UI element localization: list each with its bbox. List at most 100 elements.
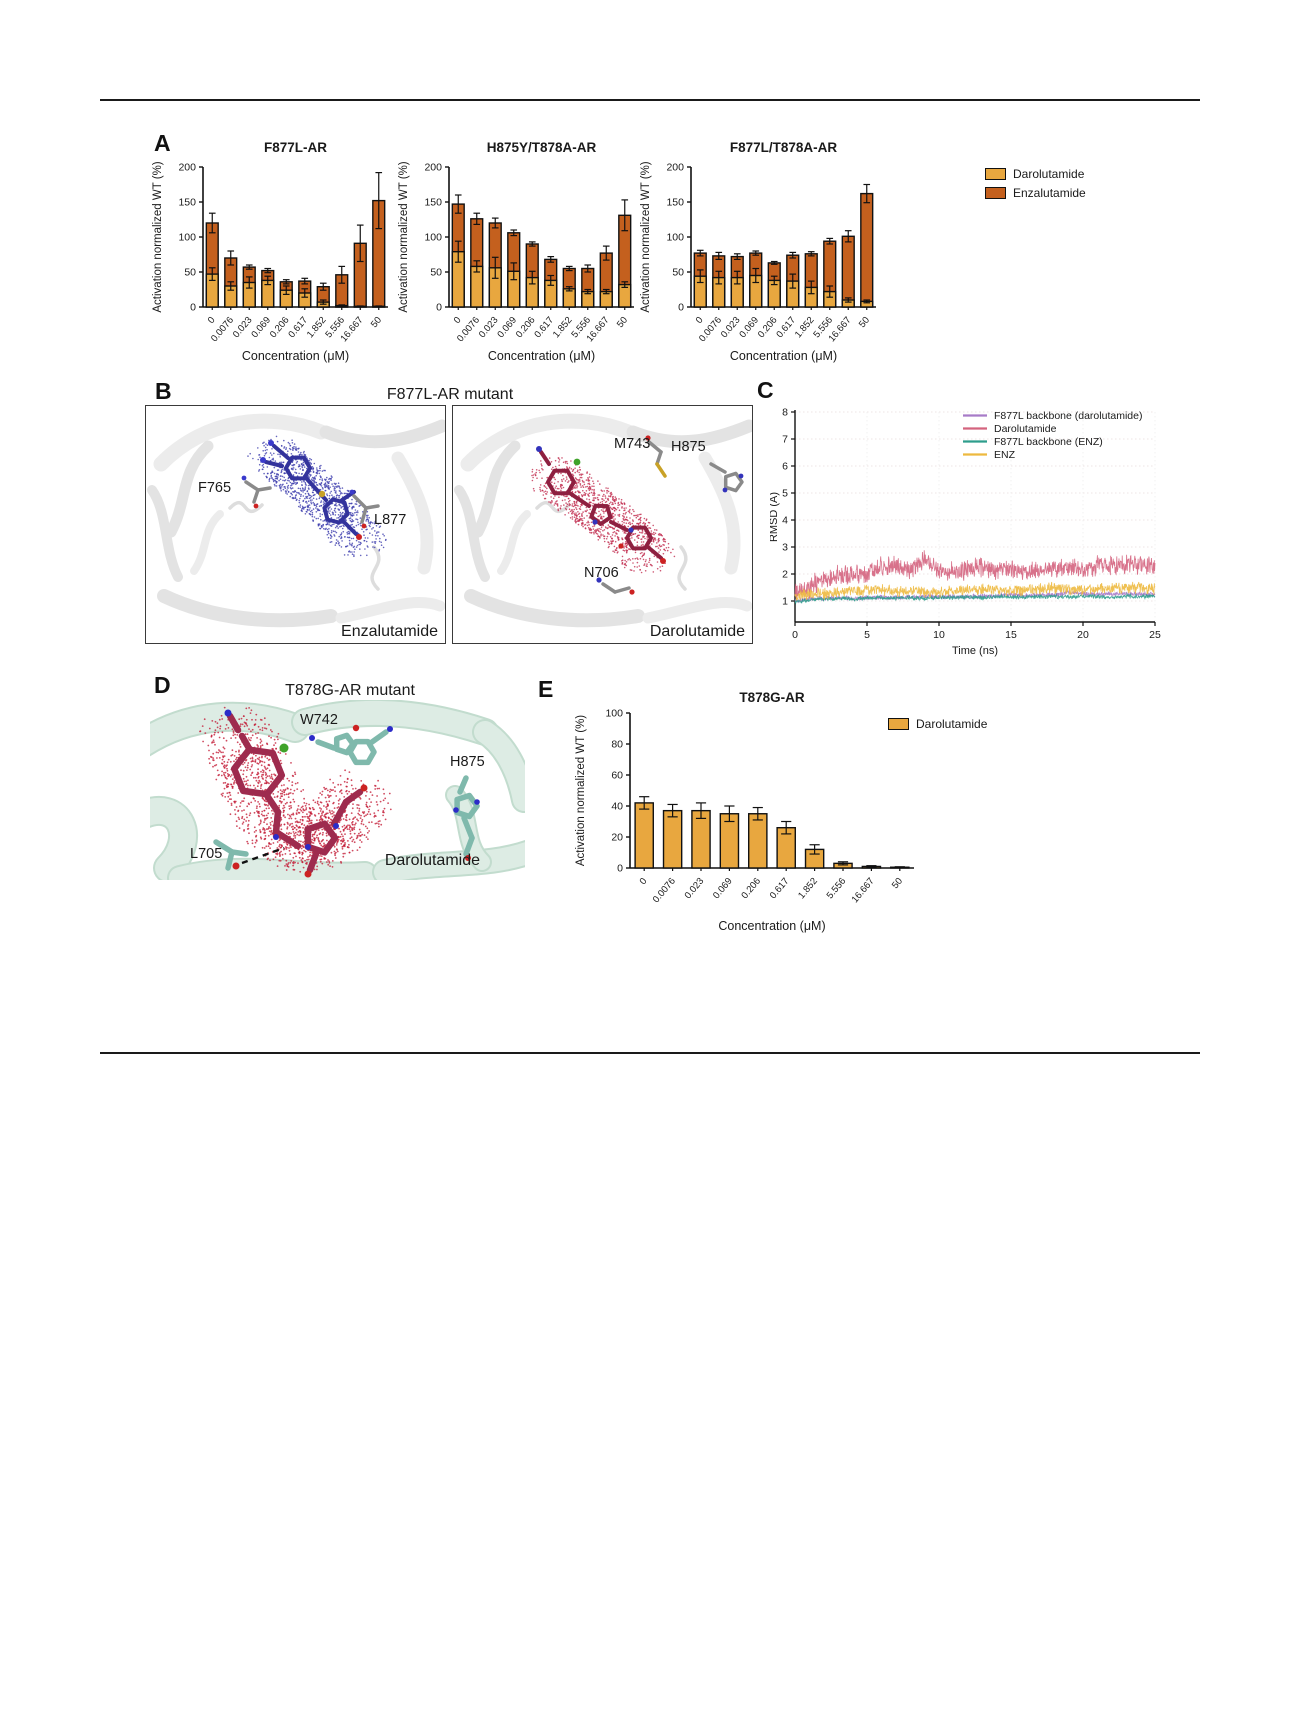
svg-text:200: 200: [178, 162, 196, 174]
svg-text:Concentration (μM): Concentration (μM): [488, 349, 595, 363]
svg-text:Activation normalized WT (%): Activation normalized WT (%): [575, 715, 587, 866]
svg-text:F765: F765: [198, 480, 231, 496]
svg-text:1.852: 1.852: [796, 876, 820, 901]
svg-text:4: 4: [782, 515, 788, 527]
svg-text:80: 80: [611, 739, 623, 751]
svg-text:Time (ns): Time (ns): [952, 645, 998, 657]
darolutamide-legend-label-e: Darolutamide: [916, 716, 988, 731]
svg-text:20: 20: [611, 832, 623, 844]
legend-row-darolutamide-e: Darolutamide: [888, 714, 987, 733]
svg-text:Darolutamide: Darolutamide: [650, 623, 745, 640]
darolutamide-swatch-e: [888, 717, 909, 730]
panel-b-left-box: F765 L877 Enzalutamide: [145, 405, 449, 644]
svg-text:0.206: 0.206: [756, 315, 780, 340]
svg-text:H875: H875: [450, 754, 485, 770]
svg-text:L705: L705: [190, 846, 222, 862]
svg-text:T878G-AR: T878G-AR: [739, 690, 805, 705]
svg-text:0: 0: [792, 629, 798, 641]
panel-c-label: C: [757, 377, 774, 403]
svg-text:60: 60: [611, 770, 623, 782]
svg-text:0.206: 0.206: [268, 315, 292, 340]
svg-text:0.069: 0.069: [249, 315, 273, 340]
svg-text:0: 0: [678, 302, 684, 314]
svg-text:0.069: 0.069: [737, 315, 761, 340]
svg-text:3: 3: [782, 542, 788, 554]
svg-text:150: 150: [666, 197, 684, 209]
svg-text:W742: W742: [300, 712, 338, 728]
svg-text:RMSD (Å): RMSD (Å): [770, 492, 780, 542]
panel-d-title: T878G-AR mutant: [285, 682, 415, 699]
svg-text:0.617: 0.617: [768, 876, 792, 901]
svg-text:0: 0: [694, 315, 706, 326]
svg-text:ENZ: ENZ: [994, 449, 1016, 461]
svg-text:L877: L877: [374, 512, 406, 528]
svg-text:Activation normalized WT (%): Activation normalized WT (%): [640, 161, 652, 312]
bottom-rule: [100, 1052, 1200, 1054]
svg-text:6: 6: [782, 461, 788, 473]
panel-b-label: B: [155, 378, 172, 404]
svg-text:F877L-AR: F877L-AR: [264, 140, 327, 155]
bar-chart-t878g-ar: T878G-AR 0 20 40 60 80 100 Activation normalize…: [575, 690, 914, 933]
svg-text:50: 50: [615, 315, 630, 330]
svg-text:50: 50: [672, 267, 684, 279]
svg-text:5.556: 5.556: [825, 876, 849, 901]
svg-text:0: 0: [638, 876, 650, 887]
svg-text:0.206: 0.206: [739, 876, 763, 901]
panel-b-right-box: M743 H875 N706 Darolutamide: [452, 405, 756, 644]
darolutamide-structure-image: M743 H875 N706 Darolutamide: [454, 413, 756, 640]
svg-text:8: 8: [782, 407, 788, 419]
bar-chart-h875y-t878a-ar: H875Y/T878A-AR 0 50 100 150 200 Activation nor…: [398, 140, 634, 363]
svg-text:0: 0: [206, 315, 218, 326]
svg-text:Activation normalized WT (%): Activation normalized WT (%): [152, 161, 164, 312]
panel-a-label: A: [154, 130, 171, 156]
darolutamide-legend-label: Darolutamide: [1013, 166, 1085, 181]
svg-text:7: 7: [782, 434, 788, 446]
svg-text:40: 40: [611, 801, 623, 813]
svg-text:Concentration (μM): Concentration (μM): [242, 349, 349, 363]
svg-text:5: 5: [782, 488, 788, 500]
top-rule: [100, 99, 1200, 101]
darolutamide-swatch: [985, 167, 1006, 180]
svg-text:0.0076: 0.0076: [651, 876, 678, 905]
svg-text:100: 100: [666, 232, 684, 244]
svg-text:100: 100: [178, 232, 196, 244]
svg-text:0.023: 0.023: [231, 315, 255, 340]
svg-text:50: 50: [430, 267, 442, 279]
panel-b-title: F877L-AR mutant: [386, 386, 514, 403]
svg-text:5: 5: [864, 629, 870, 641]
svg-text:0.023: 0.023: [719, 315, 743, 340]
panel-a-legend: Darolutamide Enzalutamide: [985, 164, 1086, 202]
svg-text:H875Y/T878A-AR: H875Y/T878A-AR: [487, 140, 597, 155]
svg-text:50: 50: [857, 315, 872, 330]
svg-text:0.069: 0.069: [495, 315, 519, 340]
svg-text:0.069: 0.069: [711, 876, 735, 901]
svg-text:150: 150: [178, 197, 196, 209]
svg-text:F877L backbone (ENZ): F877L backbone (ENZ): [994, 436, 1103, 448]
svg-text:Darolutamide: Darolutamide: [994, 423, 1057, 435]
svg-text:M743: M743: [614, 436, 650, 452]
enzalutamide-structure-image: F765 L877 Enzalutamide: [147, 413, 449, 640]
svg-text:Concentration (μM): Concentration (μM): [730, 349, 837, 363]
svg-text:2: 2: [782, 569, 788, 581]
svg-text:Darolutamide: Darolutamide: [385, 852, 480, 869]
svg-text:0.617: 0.617: [532, 315, 556, 340]
svg-text:0: 0: [617, 863, 623, 875]
bar-chart-f877l-t878a-ar: F877L/T878A-AR 0 50 100 150 200 Activation nor…: [640, 140, 876, 363]
svg-text:0: 0: [436, 302, 442, 314]
svg-text:Enzalutamide: Enzalutamide: [341, 623, 438, 640]
legend-row-enzalutamide: Enzalutamide: [985, 183, 1086, 202]
svg-text:1: 1: [782, 596, 788, 608]
svg-text:50: 50: [184, 267, 196, 279]
svg-text:15: 15: [1005, 629, 1017, 641]
svg-text:0: 0: [190, 302, 196, 314]
svg-text:25: 25: [1149, 629, 1161, 641]
svg-text:1.852: 1.852: [793, 315, 817, 340]
svg-text:50: 50: [369, 315, 384, 330]
svg-text:10: 10: [933, 629, 945, 641]
svg-text:0.617: 0.617: [286, 315, 310, 340]
svg-text:20: 20: [1077, 629, 1089, 641]
svg-text:150: 150: [424, 197, 442, 209]
svg-text:N706: N706: [584, 565, 619, 581]
t878g-structure-image: W742 H875 L705 Darolutamide: [150, 700, 525, 880]
